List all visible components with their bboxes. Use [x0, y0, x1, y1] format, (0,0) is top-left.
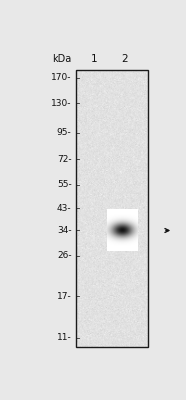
- Text: 1: 1: [91, 54, 97, 64]
- Text: 26-: 26-: [57, 252, 72, 260]
- Text: 43-: 43-: [57, 204, 72, 213]
- Text: 11-: 11-: [57, 333, 72, 342]
- Text: 55-: 55-: [57, 180, 72, 189]
- Text: 95-: 95-: [57, 128, 72, 137]
- Text: 72-: 72-: [57, 155, 72, 164]
- Text: 130-: 130-: [51, 98, 72, 108]
- Text: 34-: 34-: [57, 226, 72, 235]
- Text: kDa: kDa: [52, 54, 72, 64]
- Text: 2: 2: [122, 54, 128, 64]
- Text: 170-: 170-: [51, 73, 72, 82]
- Text: 17-: 17-: [57, 292, 72, 301]
